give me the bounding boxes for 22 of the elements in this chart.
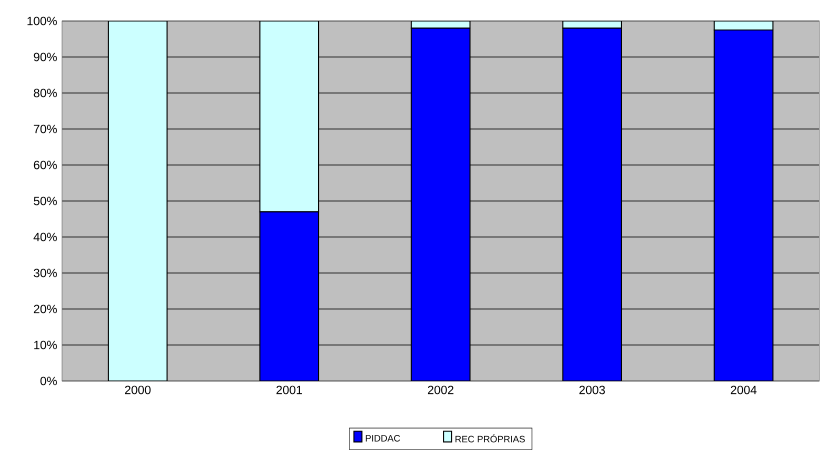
y-tick-label: 80% (34, 88, 57, 98)
bar (714, 29, 774, 381)
bar (259, 211, 320, 381)
y-tick-label: 20% (34, 304, 57, 314)
legend-label: PIDDAC (366, 435, 400, 442)
x-tick-label: 2003 (579, 386, 605, 394)
y-tick-label: 30% (34, 268, 57, 278)
y-tick-label: 10% (34, 340, 57, 350)
y-tick-label: 100% (28, 16, 57, 26)
bar (410, 28, 471, 381)
x-tick-label: 2004 (730, 386, 757, 394)
y-tick-label: 50% (34, 196, 57, 206)
y-tick-label: 70% (34, 124, 57, 134)
bar (562, 28, 622, 381)
x-tick-label: 2000 (125, 386, 151, 394)
legend-label: REC PRÓPRIAS (456, 434, 525, 442)
y-tick-label: 90% (34, 52, 57, 62)
y-tick-label: 60% (34, 160, 57, 170)
y-tick-label: 40% (34, 232, 57, 242)
y-tick-label: 0% (40, 376, 57, 386)
x-tick-label: 2001 (276, 386, 302, 394)
x-tick-label: 2002 (428, 386, 454, 394)
